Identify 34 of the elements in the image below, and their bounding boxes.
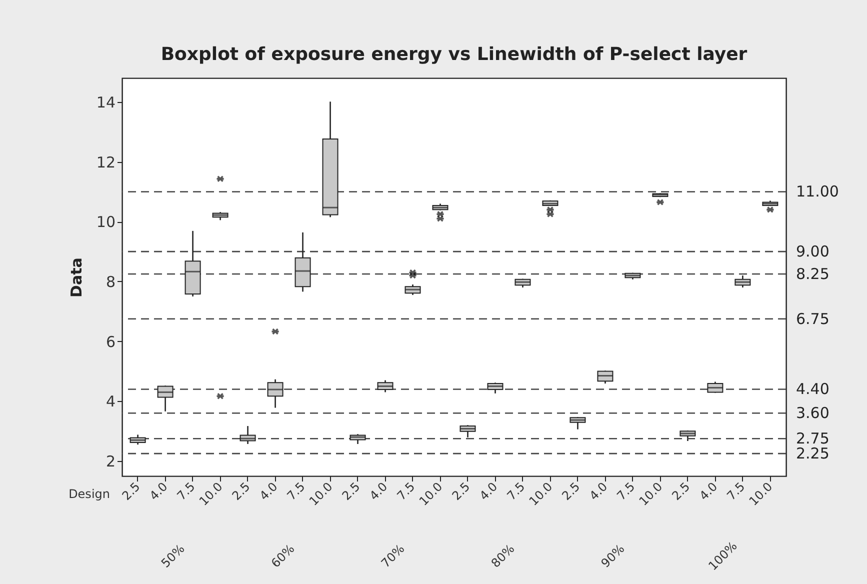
x-tick-label: 4.0	[586, 480, 610, 503]
y-tick-label: 6	[106, 332, 116, 351]
x-tick-label: 7.5	[394, 480, 418, 503]
x-axis-title: Design	[68, 487, 110, 501]
ref-line-label: 6.75	[796, 310, 830, 328]
y-tick-label: 14	[96, 93, 116, 112]
x-tick-label: 7.5	[174, 480, 198, 503]
ref-line-label: 11.00	[796, 182, 839, 201]
x-tick-label: 7.5	[614, 480, 638, 503]
x-tick-label: 7.5	[724, 480, 748, 503]
x-tick-label: 4.0	[366, 480, 390, 503]
ref-line-label: 9.00	[796, 242, 830, 261]
x-tick-label: 2.5	[669, 480, 693, 503]
y-tick-label: 2	[106, 452, 116, 471]
y-tick-label: 8	[106, 272, 116, 291]
x-tick-label: 4.0	[476, 480, 500, 503]
x-tick-label: 4.0	[256, 480, 280, 503]
x-tick-label: 7.5	[284, 480, 308, 503]
y-axis-title: Data	[67, 258, 86, 298]
x-tick-label: 4.0	[696, 480, 720, 503]
ref-line-label: 3.60	[796, 404, 830, 422]
x-tick-label: 2.5	[449, 480, 473, 503]
x-tick-label: 7.5	[504, 480, 528, 503]
x-tick-label: 2.5	[119, 480, 143, 503]
x-tick-label: 2.5	[229, 480, 253, 503]
ref-line-label: 8.25	[796, 265, 830, 284]
y-tick-label: 12	[96, 153, 116, 172]
chart-title: Boxplot of exposure energy vs Linewidth of P-select layer	[160, 44, 748, 65]
y-tick-label: 10	[96, 213, 116, 232]
x-tick-label: 2.5	[339, 480, 363, 503]
ref-line-label: 4.40	[796, 380, 830, 398]
y-tick-label: 4	[106, 392, 116, 411]
x-tick-label: 4.0	[146, 480, 170, 503]
x-tick-label: 2.5	[559, 480, 583, 503]
